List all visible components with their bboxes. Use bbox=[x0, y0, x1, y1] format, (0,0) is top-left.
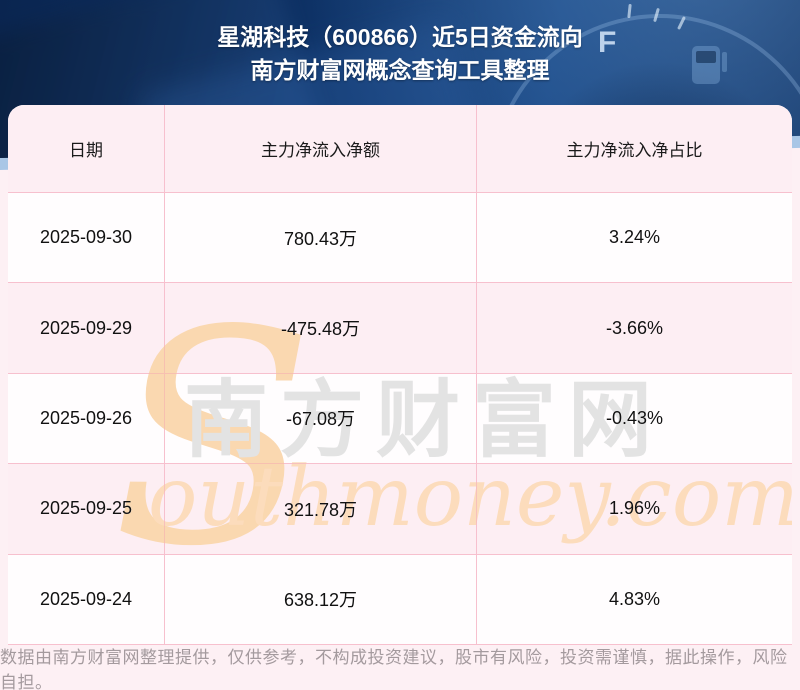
disclaimer-text: 数据由南方财富网整理提供，仅供参考，不构成投资建议，股市有风险，投资需谨慎，据此… bbox=[0, 647, 788, 690]
column-header-date: 日期 bbox=[8, 105, 165, 193]
table-cell-date: 2025-09-24 bbox=[8, 554, 165, 645]
page-title: 星湖科技（600866）近5日资金流向 南方财富网概念查询工具整理 bbox=[0, 21, 800, 87]
fuel-pump-icon bbox=[692, 46, 727, 84]
table-cell-amount: 638.12万 bbox=[165, 554, 477, 645]
table-grid: 日期 主力净流入净额 主力净流入净占比 2025-09-30 780.43万 3… bbox=[8, 105, 792, 645]
table-cell-amount: -67.08万 bbox=[165, 373, 477, 465]
gauge-full-mark: F bbox=[598, 26, 617, 59]
table-cell-date: 2025-09-30 bbox=[8, 193, 165, 284]
table-cell-ratio: 4.83% bbox=[477, 554, 792, 645]
table-cell-date: 2025-09-26 bbox=[8, 373, 165, 465]
table-cell-ratio: 3.24% bbox=[477, 193, 792, 284]
table-cell-amount: 780.43万 bbox=[165, 193, 477, 284]
table-cell-ratio: -0.43% bbox=[477, 373, 792, 465]
table-cell-ratio: -3.66% bbox=[477, 283, 792, 374]
column-header-amount: 主力净流入净额 bbox=[165, 105, 477, 193]
table-cell-amount: 321.78万 bbox=[165, 464, 477, 555]
table-cell-date: 2025-09-25 bbox=[8, 464, 165, 555]
title-line-1: 星湖科技（600866）近5日资金流向 bbox=[217, 24, 583, 50]
column-header-ratio: 主力净流入净占比 bbox=[477, 105, 792, 193]
title-line-2: 南方财富网概念查询工具整理 bbox=[250, 57, 550, 83]
fund-flow-table: 日期 主力净流入净额 主力净流入净占比 2025-09-30 780.43万 3… bbox=[8, 105, 792, 645]
table-cell-amount: -475.48万 bbox=[165, 283, 477, 374]
table-cell-date: 2025-09-29 bbox=[8, 283, 165, 374]
table-cell-ratio: 1.96% bbox=[477, 464, 792, 555]
